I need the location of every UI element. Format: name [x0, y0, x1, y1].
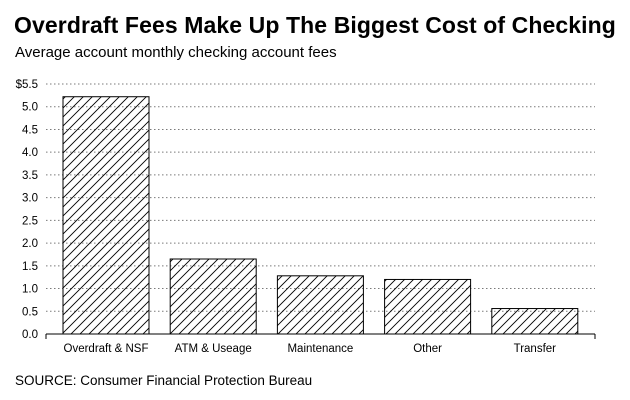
axes: [45, 333, 596, 339]
bar: [276, 275, 364, 335]
y-tick-label: 4.5: [22, 124, 38, 136]
x-axis-tick-labels: Overdraft & NSF ATM & Useage Maintenance Ot…: [64, 343, 557, 355]
x-tick-label: Transfer: [514, 343, 557, 355]
x-tick-label: Maintenance: [287, 343, 353, 355]
y-tick-label: 1.0: [22, 284, 38, 296]
y-tick-label: 4.0: [22, 147, 38, 159]
x-tick-label: Overdraft & NSF: [64, 343, 149, 355]
chart-subtitle: Average account monthly checking account…: [15, 44, 337, 61]
y-tick-label: 5.0: [22, 102, 38, 114]
bar: [491, 308, 579, 335]
x-tick-label: Other: [413, 343, 442, 355]
y-tick-label: 0.5: [22, 306, 38, 318]
y-tick-label: 1.5: [22, 261, 38, 273]
bar: [169, 258, 257, 335]
x-tick-label: ATM & Useage: [175, 343, 252, 355]
y-tick-label: $5.5: [16, 79, 38, 91]
y-tick-label: 2.5: [22, 215, 38, 227]
y-axis-tick-labels: 0.0 0.5 1.0 1.5 2.0 2.5 3.0 3.5 4.0 4.5 5.0 $5.5: [16, 79, 38, 341]
y-tick-label: 3.0: [22, 193, 38, 205]
bar: [384, 278, 472, 335]
y-tick-label: 3.5: [22, 170, 38, 182]
y-tick-label: 2.0: [22, 238, 38, 250]
bar: [62, 96, 150, 335]
source-note: SOURCE: Consumer Financial Protection Bu…: [15, 373, 313, 388]
y-tick-label: 0.0: [22, 329, 38, 341]
chart-title: Overdraft Fees Make Up The Biggest Cost …: [14, 12, 616, 38]
bars: [62, 96, 579, 335]
